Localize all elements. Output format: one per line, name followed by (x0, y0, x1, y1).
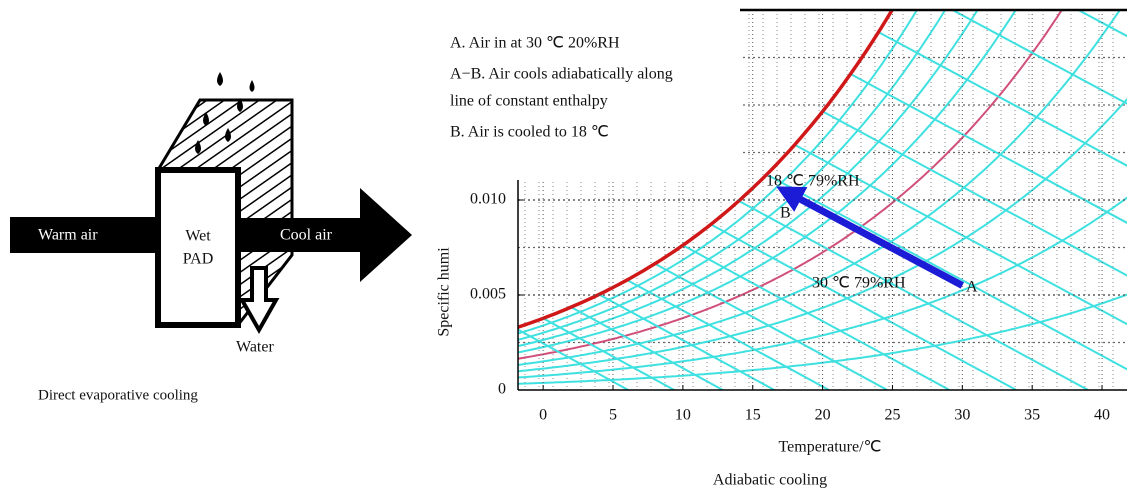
enthalpy-line (598, 293, 775, 390)
process-arrow (776, 186, 964, 289)
annotation: line of constant enthalpy (450, 93, 608, 110)
point-label: 18 ℃ 79%RH (766, 173, 860, 190)
schematic: Warm air Wet PAD Cool air Water Direct e… (10, 72, 412, 403)
enthalpy-line (822, 110, 1127, 390)
annotation: B. Air is cooled to 18 ℃ (450, 124, 609, 141)
enthalpy-line (542, 317, 675, 390)
point-label: B (780, 205, 791, 222)
point-label: 30 ℃ 79%RH (812, 275, 906, 292)
annotation: A. Air in at 30 ℃ 20%RH (450, 35, 620, 52)
y-tick-label: 0.005 (470, 286, 506, 303)
enthalpy-line (794, 143, 1127, 390)
y-tick-label: 0.010 (470, 191, 506, 208)
x-tick-label: 35 (1024, 407, 1040, 424)
plot-area (518, 10, 1127, 390)
cool-air-label: Cool air (280, 227, 333, 244)
rh-curve (518, 194, 1127, 379)
enthalpy-line (570, 306, 724, 390)
x-tick-label: 5 (609, 407, 617, 424)
enthalpy-line (682, 244, 950, 390)
enthalpy-line (626, 279, 830, 390)
x-tick-label: 0 (539, 407, 547, 424)
enthalpy-line (850, 73, 1127, 390)
enthalpy-line (518, 327, 629, 390)
water-arrow (238, 266, 280, 335)
enthalpy-line (654, 262, 888, 390)
enthalpy-line (933, 10, 1127, 390)
x-tick-label: 25 (884, 407, 900, 424)
enthalpy-line (766, 173, 1127, 390)
warm-air-arrow (10, 217, 160, 253)
caption: Direct evaporative cooling (38, 387, 198, 403)
pad-label: PAD (183, 251, 214, 268)
x-tick-label: 10 (675, 407, 691, 424)
x-tick-label: 20 (815, 407, 831, 424)
warm-air-label: Warm air (38, 227, 98, 244)
x-tick-label: 15 (745, 407, 761, 424)
rh-curve (518, 10, 1127, 348)
water-label: Water (236, 339, 274, 356)
rh-curve (518, 10, 1127, 342)
wet-pad (155, 167, 241, 328)
caption: Adiabatic cooling (713, 472, 827, 489)
x-tick-label: 40 (1094, 407, 1110, 424)
enthalpy-line (905, 10, 1127, 390)
rh-curve (518, 10, 1127, 367)
x-axis-label: Temperature/℃ (778, 439, 881, 456)
enthalpy-line (878, 31, 1127, 390)
drops (195, 72, 255, 154)
rh-curve (518, 10, 1127, 336)
point-label: A (966, 279, 978, 296)
pad-label: Wet (185, 228, 211, 245)
cool-air-arrow (240, 188, 412, 282)
x-tick-label: 30 (954, 407, 970, 424)
rh-curve (518, 10, 1127, 354)
annotation: A−B. Air cools adiabatically along (450, 66, 673, 83)
rh-curve (518, 10, 1127, 361)
y-axis-label: Specific humi (436, 247, 453, 337)
enthalpy-line (710, 223, 1017, 390)
y-tick-label: 0 (498, 381, 506, 398)
